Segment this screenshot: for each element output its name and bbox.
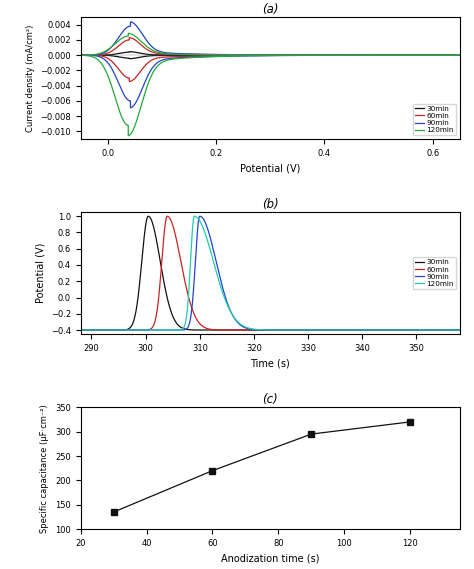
X-axis label: Anodization time (s): Anodization time (s) [221, 554, 319, 563]
30min [457, 327, 463, 333]
90min [305, 327, 311, 333]
30min [305, 52, 311, 59]
30min [146, 213, 151, 220]
60min [324, 52, 330, 59]
60min [127, 34, 132, 41]
120min [361, 52, 366, 59]
Line: 60min: 60min [81, 38, 460, 55]
Line: 90min: 90min [81, 22, 460, 55]
90min [361, 52, 366, 59]
90min [146, 327, 152, 333]
60min [457, 52, 463, 59]
60min [361, 327, 366, 333]
30min [223, 327, 228, 333]
120min [457, 52, 463, 59]
60min [146, 47, 152, 54]
Line: 90min: 90min [81, 216, 460, 330]
60min [457, 327, 463, 333]
60min [78, 327, 83, 333]
120min [457, 327, 463, 333]
120min [126, 30, 131, 36]
120min [305, 327, 311, 333]
90min [457, 327, 463, 333]
Legend: 30min, 60min, 90min, 120min: 30min, 60min, 90min, 120min [413, 257, 456, 289]
90min [197, 213, 202, 220]
90min [324, 327, 330, 333]
X-axis label: Potential (V): Potential (V) [240, 163, 301, 174]
30min [361, 52, 366, 59]
60min [324, 327, 330, 333]
120min [146, 327, 152, 333]
90min [223, 294, 228, 301]
30min [305, 327, 311, 333]
30min [390, 52, 395, 59]
30min [146, 213, 152, 220]
Legend: 30min, 60min, 90min, 120min: 30min, 60min, 90min, 120min [413, 104, 456, 135]
Title: (b): (b) [262, 198, 279, 211]
Line: 60min: 60min [81, 216, 460, 330]
Y-axis label: Potential (V): Potential (V) [35, 243, 45, 303]
120min [223, 297, 228, 304]
60min [390, 52, 395, 59]
60min [146, 326, 152, 333]
120min [390, 327, 395, 333]
Y-axis label: Specific capacitance (μF·cm⁻²): Specific capacitance (μF·cm⁻²) [40, 404, 49, 533]
30min [361, 327, 366, 333]
120min [223, 51, 228, 58]
30min [223, 52, 228, 59]
30min [390, 327, 395, 333]
30min [324, 327, 330, 333]
Y-axis label: Current density (mA/cm²): Current density (mA/cm²) [26, 24, 35, 131]
90min [457, 52, 463, 59]
90min [223, 51, 228, 58]
120min [78, 52, 83, 59]
90min [146, 41, 152, 48]
120min [146, 45, 152, 52]
60min [361, 52, 366, 59]
60min [223, 51, 228, 58]
Line: 120min: 120min [81, 216, 460, 330]
30min [78, 52, 83, 59]
30min [78, 327, 83, 333]
60min [305, 327, 311, 333]
Line: 120min: 120min [81, 33, 460, 55]
120min [390, 52, 395, 59]
90min [324, 52, 330, 59]
60min [164, 213, 170, 220]
60min [305, 52, 311, 59]
X-axis label: Time (s): Time (s) [250, 358, 290, 368]
120min [324, 327, 330, 333]
120min [78, 327, 83, 333]
90min [390, 52, 395, 59]
30min [146, 51, 152, 58]
30min [127, 48, 132, 55]
120min [324, 52, 330, 59]
90min [305, 52, 311, 59]
90min [390, 327, 395, 333]
60min [390, 327, 395, 333]
Line: 30min: 30min [81, 52, 460, 55]
120min [191, 213, 197, 220]
90min [78, 52, 83, 59]
Title: (a): (a) [262, 3, 278, 16]
Line: 30min: 30min [81, 216, 460, 330]
120min [305, 52, 311, 59]
120min [361, 327, 366, 333]
60min [223, 327, 228, 333]
90min [78, 327, 83, 333]
30min [457, 52, 463, 59]
90min [361, 327, 366, 333]
90min [128, 18, 133, 25]
Title: (c): (c) [262, 393, 278, 406]
60min [78, 52, 83, 59]
30min [324, 52, 330, 59]
